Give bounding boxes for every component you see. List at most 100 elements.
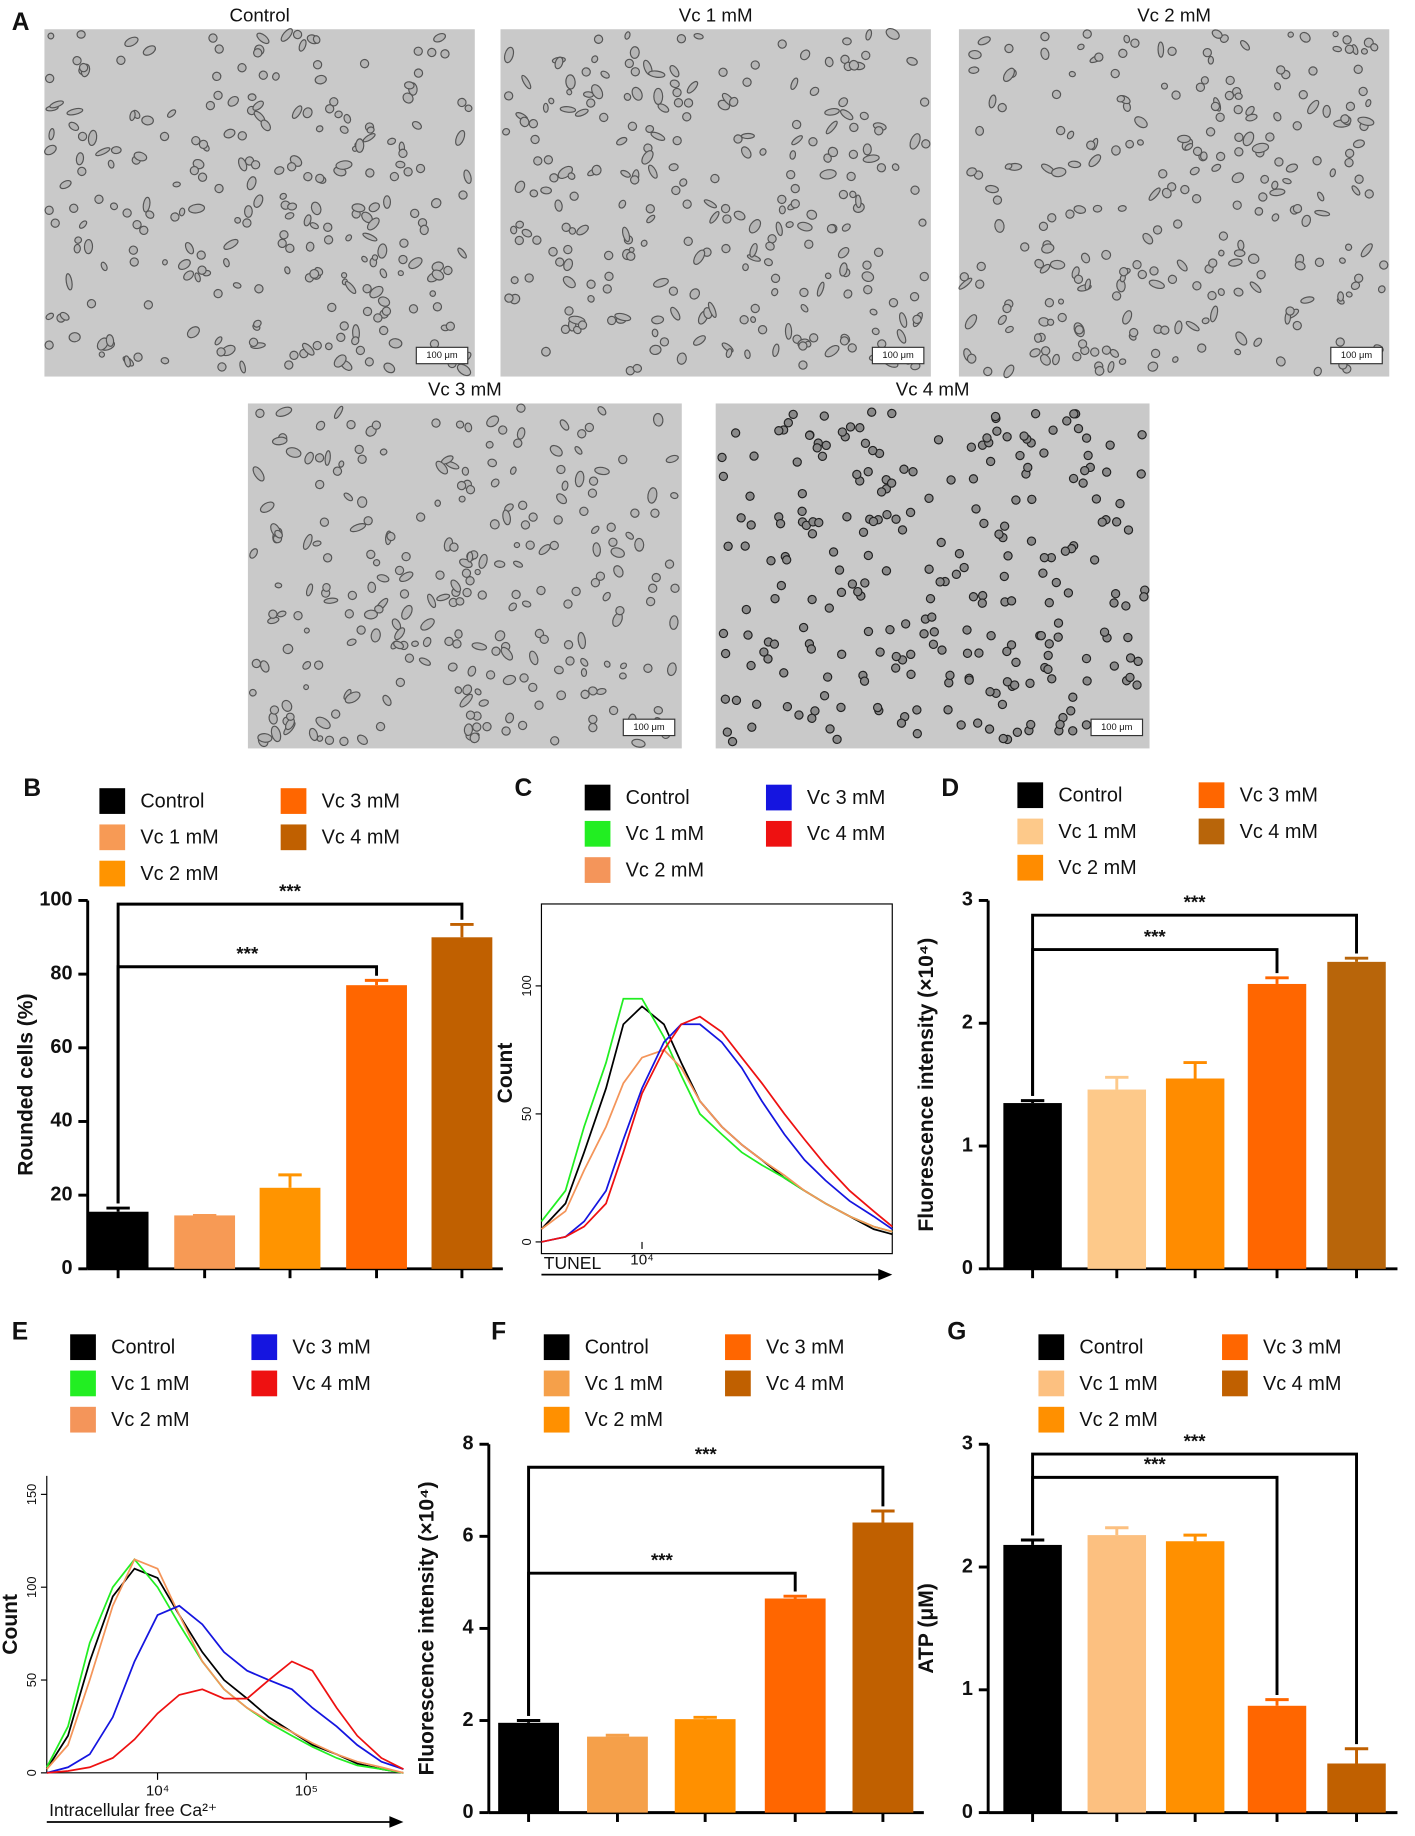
cell xyxy=(962,625,972,635)
cell xyxy=(312,35,321,44)
cell xyxy=(985,456,996,467)
cell xyxy=(990,411,1001,422)
cell xyxy=(625,366,635,376)
cell xyxy=(1185,320,1200,332)
cell xyxy=(679,178,688,187)
cell xyxy=(485,440,494,449)
cell xyxy=(128,245,139,255)
cell xyxy=(463,723,474,737)
panel-label: F xyxy=(491,1319,506,1346)
cell xyxy=(399,238,409,248)
cell xyxy=(1051,89,1062,100)
cell xyxy=(344,691,361,704)
cell xyxy=(1180,184,1190,195)
cell xyxy=(312,60,323,70)
cell xyxy=(1068,70,1076,78)
cell xyxy=(858,527,869,537)
cell xyxy=(563,244,573,255)
cell xyxy=(1211,29,1223,39)
cell xyxy=(1234,147,1244,157)
cell xyxy=(1137,269,1147,280)
y-tick-label: 4 xyxy=(463,1617,474,1639)
legend-label: Vc 3 mM xyxy=(1240,785,1318,807)
cell xyxy=(1136,139,1144,146)
histogram-line xyxy=(45,1557,404,1774)
cell xyxy=(630,508,640,518)
cell xyxy=(1207,290,1217,301)
significance-label: *** xyxy=(1184,891,1207,912)
cell xyxy=(899,464,909,474)
cell xyxy=(909,133,921,150)
cell xyxy=(683,236,693,246)
cell xyxy=(613,565,624,578)
cell xyxy=(1080,252,1091,264)
legend-label: Vc 2 mM xyxy=(111,1409,189,1431)
cell xyxy=(823,153,832,163)
cell xyxy=(1139,592,1149,602)
scale-bar xyxy=(1330,346,1383,365)
cell xyxy=(183,270,195,281)
cell xyxy=(465,710,476,720)
cell xyxy=(274,166,285,175)
cell xyxy=(1344,44,1355,54)
cell xyxy=(669,64,680,78)
cell xyxy=(1083,450,1093,461)
cell xyxy=(1077,339,1088,349)
cell xyxy=(275,406,293,417)
cell xyxy=(354,444,364,455)
cell xyxy=(555,257,565,267)
cell xyxy=(242,218,252,228)
cell xyxy=(618,199,627,209)
cell xyxy=(861,50,871,61)
scale-bar-label: 100 μm xyxy=(1341,350,1373,360)
cell xyxy=(861,271,875,283)
cell xyxy=(770,273,781,284)
y-tick-label: 100 xyxy=(519,975,534,996)
cell xyxy=(1360,243,1373,258)
cell xyxy=(1101,249,1112,260)
legend-swatch xyxy=(765,784,792,811)
cell xyxy=(1233,104,1243,115)
x-axis-label: Intracellular free Ca²⁺ xyxy=(49,1800,217,1820)
cell xyxy=(339,321,349,331)
cell xyxy=(1125,139,1135,149)
cell xyxy=(836,702,846,713)
legend-label: Vc 4 mM xyxy=(1240,821,1318,843)
legend-swatch xyxy=(1017,854,1044,881)
cell xyxy=(397,270,404,277)
cell xyxy=(303,214,312,227)
cell xyxy=(519,116,530,128)
cell xyxy=(669,615,679,630)
cell xyxy=(530,134,540,145)
cell xyxy=(1160,325,1170,335)
cell xyxy=(968,66,980,74)
cell xyxy=(515,220,525,229)
cell xyxy=(308,727,319,742)
cell xyxy=(985,687,995,697)
cell xyxy=(579,506,589,516)
cell xyxy=(891,163,900,171)
cell xyxy=(839,262,848,277)
cell xyxy=(743,630,753,640)
cell xyxy=(452,639,462,649)
cell xyxy=(502,509,511,526)
cell xyxy=(319,517,330,527)
cell xyxy=(875,647,885,657)
cell xyxy=(1189,166,1200,176)
significance-bracket xyxy=(1031,1475,1279,1695)
cell xyxy=(247,93,257,102)
cell xyxy=(177,259,191,271)
cell xyxy=(339,736,349,747)
cell xyxy=(849,122,859,133)
cell xyxy=(750,316,757,323)
cell xyxy=(418,657,431,666)
cell xyxy=(935,577,945,587)
y-tick-label: 0 xyxy=(519,1238,534,1245)
cell xyxy=(45,312,55,321)
cell xyxy=(624,58,635,69)
cell xyxy=(863,284,873,295)
cell xyxy=(1002,432,1012,442)
cell xyxy=(253,194,264,208)
cell xyxy=(1004,43,1014,54)
cell xyxy=(871,327,880,336)
